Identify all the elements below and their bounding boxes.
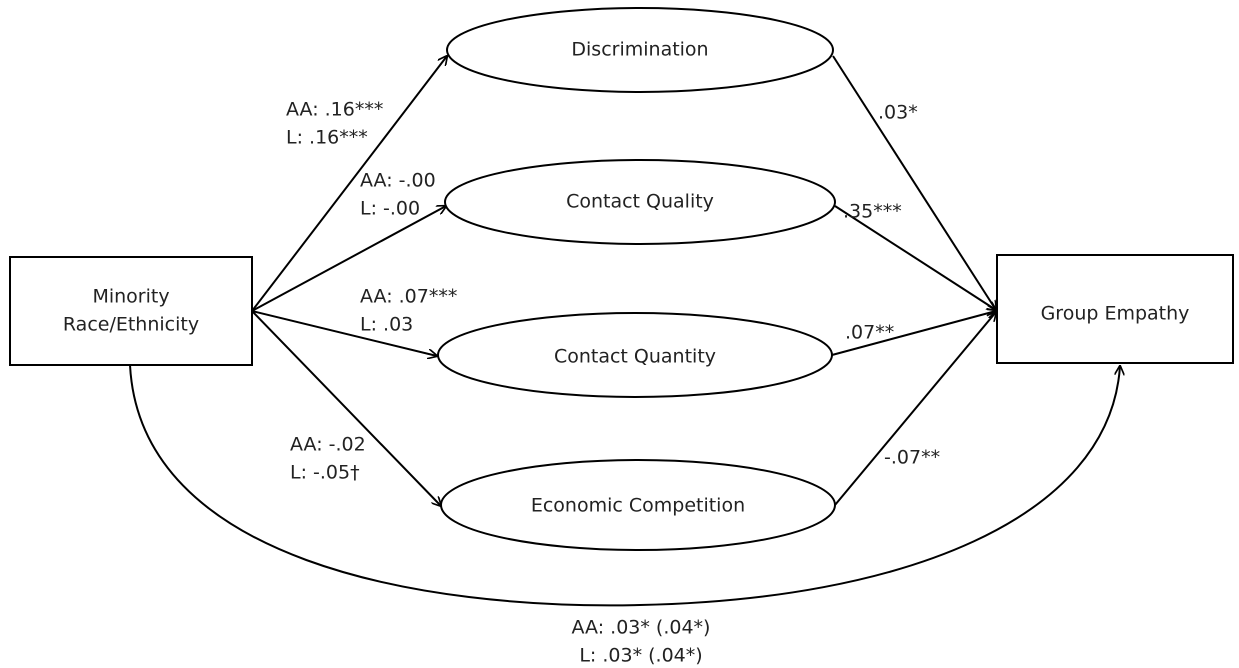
edge-label: .03*: [878, 102, 918, 124]
edge-label: AA: .16***: [286, 99, 383, 121]
node-ellipse: [440, 459, 836, 551]
path-arrow: [251, 206, 446, 312]
path-arrow: [832, 55, 996, 310]
edge-label: L: .03* (.04*): [579, 645, 702, 667]
edge-label: AA: .03* (.04*): [572, 617, 711, 639]
edge-label: -.07**: [884, 447, 940, 469]
path-arrow: [251, 310, 441, 506]
path-arrow: [251, 56, 447, 312]
node-ellipse: [444, 159, 836, 245]
direct-path: [129, 365, 1120, 607]
node-box: [9, 256, 253, 366]
edge-label: L: -.00: [360, 198, 420, 220]
edge-label: AA: .07***: [360, 286, 457, 308]
edge-label: AA: -.00: [360, 170, 436, 192]
edge-label: L: .03: [360, 314, 413, 336]
edge-label: AA: -.02: [290, 434, 366, 456]
node-label: Minority: [92, 286, 169, 308]
edge-label: L: -.05†: [290, 462, 360, 484]
path-arrow: [251, 310, 437, 356]
node-label: Contact Quantity: [554, 346, 716, 368]
edge-label: .07**: [845, 322, 894, 344]
node-label: Group Empathy: [1041, 303, 1190, 325]
node-label: Economic Competition: [531, 495, 745, 517]
edge-label: L: .16***: [286, 127, 368, 149]
node-ellipse: [446, 7, 834, 93]
path-arrow: [834, 205, 996, 310]
path-arrow: [831, 311, 996, 356]
node-box: [996, 254, 1234, 364]
node-ellipse: [437, 312, 833, 398]
node-label: Race/Ethnicity: [63, 314, 199, 336]
node-label: Discrimination: [571, 39, 708, 61]
edge-label: .35***: [843, 201, 902, 223]
path-arrow: [834, 312, 996, 506]
node-label: Contact Quality: [566, 191, 714, 213]
